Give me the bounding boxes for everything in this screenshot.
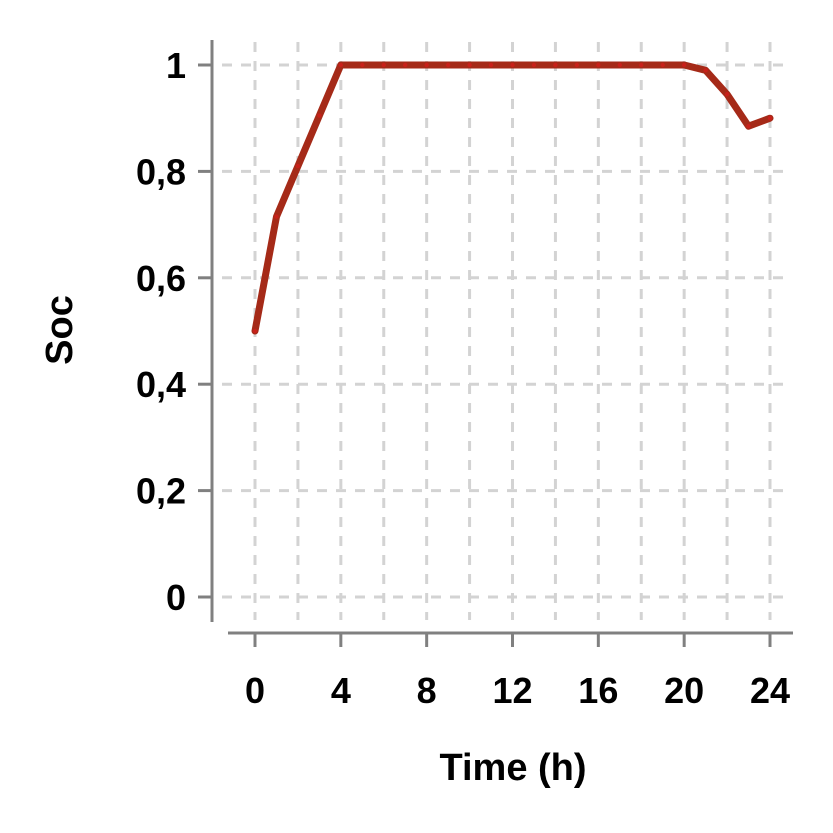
y-axis-ticks: 0 0,2 0,4 0,6 0,8 1	[136, 45, 212, 618]
x-tick-label: 12	[492, 670, 532, 711]
x-tick-label: 16	[578, 670, 618, 711]
soc-data-point	[746, 123, 751, 129]
soc-data-point	[639, 62, 644, 68]
y-tick-label: 0,6	[136, 258, 186, 299]
y-tick-label: 0,4	[136, 364, 186, 405]
x-tick-label: 24	[750, 670, 790, 711]
soc-data-point	[467, 62, 472, 68]
soc-data-point	[574, 62, 580, 68]
soc-data-point	[510, 62, 515, 68]
soc-data-point	[596, 62, 601, 68]
axes	[210, 40, 793, 635]
grid-lines	[222, 42, 790, 620]
y-tick-label: 1	[166, 45, 186, 86]
x-tick-label: 20	[664, 670, 704, 711]
soc-data-point	[767, 116, 773, 121]
soc-data-point	[424, 62, 429, 68]
x-axis-ticks: 0 4 8 12 16 20 24	[245, 633, 790, 711]
x-tick-label: 8	[417, 670, 437, 711]
soc-data-point	[317, 113, 322, 118]
y-tick-label: 0	[166, 577, 186, 618]
x-tick-label: 0	[245, 670, 265, 711]
soc-data-point	[338, 62, 344, 68]
series-group	[251, 61, 774, 335]
soc-data-point	[445, 62, 451, 68]
x-tick-label: 4	[331, 670, 351, 711]
y-tick-label: 0,2	[136, 471, 186, 512]
soc-data-point	[681, 62, 687, 68]
soc-data-point	[360, 62, 365, 68]
soc-data-point	[660, 62, 665, 68]
y-tick-label: 0,8	[136, 151, 186, 192]
soc-data-point	[403, 62, 408, 68]
y-axis-title: Soc	[39, 295, 81, 365]
soc-data-point	[381, 62, 386, 68]
soc-data-point	[724, 92, 730, 97]
soc-data-point	[252, 328, 258, 334]
soc-data-point	[617, 62, 622, 68]
soc-data-point	[553, 62, 558, 68]
soc-data-point	[488, 62, 494, 68]
x-axis-title: Time (h)	[439, 747, 586, 789]
soc-data-point	[703, 68, 708, 73]
soc-data-point	[295, 163, 301, 169]
soc-data-point	[531, 62, 537, 68]
soc-data-point	[274, 214, 279, 219]
